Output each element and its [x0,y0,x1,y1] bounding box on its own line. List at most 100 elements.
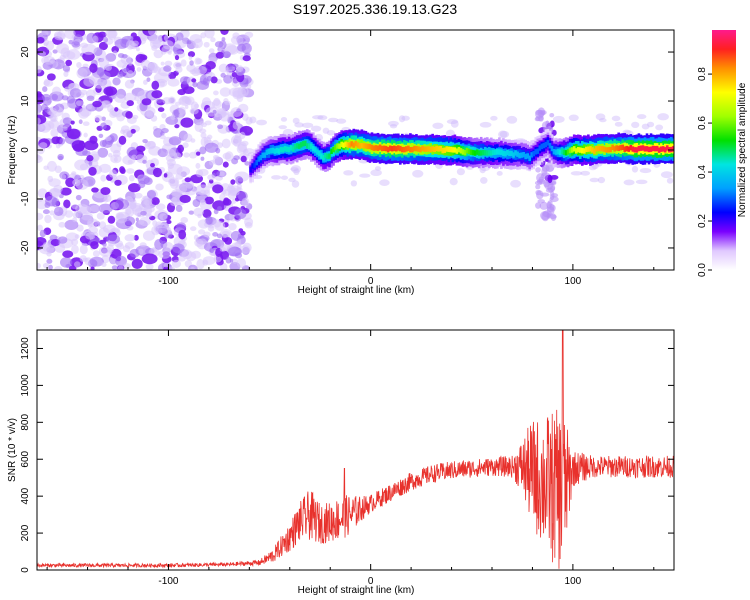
ridge-cell [307,143,311,149]
noise-speckle [666,177,674,184]
noise-speckle [432,122,444,129]
noise-speckle [175,205,183,212]
ridge-cell [257,156,261,162]
noise-speckle [73,261,81,268]
ridge-cell [570,147,574,153]
noise-speckle [183,133,193,143]
noise-speckle [161,112,167,119]
y-tick-label: 0 [20,567,31,573]
noise-speckle [102,242,107,247]
ridge-cell [320,153,323,159]
noise-speckle [204,196,214,205]
noise-speckle [222,198,232,206]
colorbar-gradient [712,30,736,270]
noise-speckle [188,55,193,61]
ridge-cell [310,143,313,149]
chart-title: S197.2025.336.19.13.G23 [293,1,457,17]
noise-speckle [168,136,182,146]
noise-speckle [539,201,549,210]
noise-speckle [198,168,209,177]
ridge-cell [283,145,287,152]
noise-speckle [166,158,176,167]
noise-speckle [37,188,48,199]
ridge-cell [380,145,384,152]
noise-speckle [108,169,118,178]
noise-speckle [388,120,399,127]
ridge-cell [552,148,556,155]
noise-speckle [124,234,136,242]
noise-speckle [195,184,210,196]
ridge-cell [318,150,321,157]
ridge-cell [587,146,590,152]
noise-speckle [359,173,371,178]
noise-speckle [126,100,134,107]
noise-speckle [135,217,139,222]
ridge-cell [275,147,279,154]
ridge-cell [633,147,637,153]
x-tick-label: 100 [565,276,582,287]
y-tick-label: 600 [20,450,31,467]
noise-speckle [117,71,124,78]
noise-speckle [312,115,324,120]
ridge-cell [645,146,649,152]
noise-speckle [98,31,107,38]
noise-speckle [97,147,109,158]
ridge-cell [659,146,663,152]
noise-speckle [86,155,94,162]
noise-speckle [238,228,244,234]
ridge-cell [332,146,335,153]
noise-speckle [205,106,219,117]
noise-speckle [79,255,87,262]
noise-speckle [107,215,116,224]
noise-speckle [350,180,358,187]
noise-speckle [589,177,600,183]
noise-speckle [239,131,246,140]
ridge-cell [580,147,584,154]
noise-speckle [140,59,151,70]
noise-speckle [123,67,130,72]
noise-speckle [48,264,53,270]
ridge-cell [457,146,461,153]
noise-speckle [89,256,104,267]
noise-speckle [130,128,136,134]
ridge-cell [279,147,283,153]
ridge-cell [512,152,515,158]
noise-speckle [535,184,541,190]
noise-speckle [546,213,552,219]
ridge-cell [453,147,457,153]
ridge-cell [431,146,434,152]
ridge-cell [358,143,362,149]
noise-speckle [217,142,224,148]
noise-speckle [118,135,127,145]
noise-speckle [63,199,71,209]
noise-speckle [194,68,201,73]
ridge-cell [271,147,275,154]
noise-speckle [221,138,231,149]
ridge-cell [526,153,529,159]
noise-speckle [39,229,46,238]
ridge-cell [291,146,295,152]
spectrogram-content [37,30,674,270]
noise-speckle [213,209,219,215]
noise-speckle [98,57,110,69]
ridge-cell [459,148,463,154]
ridge-cell [356,142,360,148]
noise-speckle [190,267,195,270]
ridge-cell [449,146,453,153]
ridge-cell [301,141,305,147]
ridge-cell [340,141,343,148]
noise-speckle [660,171,673,179]
y-tick-label: 200 [20,524,31,541]
ridge-cell [631,146,635,152]
noise-speckle [271,175,282,180]
ridge-cell [562,149,566,155]
noise-speckle [158,249,171,259]
noise-speckle [449,177,458,186]
noise-speckle [199,146,207,155]
noise-speckle [147,140,156,149]
noise-speckle [206,134,213,140]
ridge-cell [427,146,430,152]
noise-speckle [41,30,49,36]
noise-speckle [234,208,247,220]
ridge-cell [362,142,366,149]
